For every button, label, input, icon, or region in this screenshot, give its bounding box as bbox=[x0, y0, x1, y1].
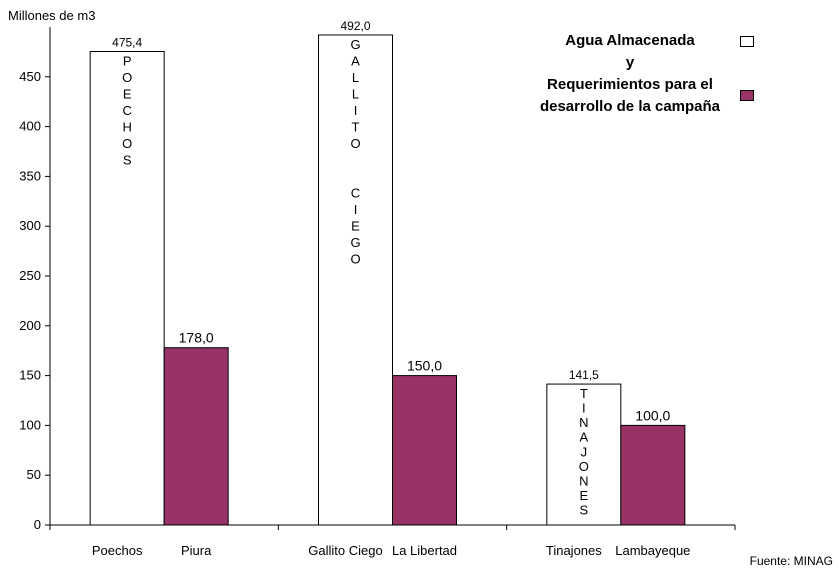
bar bbox=[89, 51, 165, 526]
legend-joiner: y bbox=[625, 54, 635, 71]
bar bbox=[163, 347, 229, 526]
x-tick-label: Lambayeque bbox=[615, 543, 690, 558]
y-tick-label: 0 bbox=[34, 517, 41, 532]
legend-entry: Requerimientos para el desarrollo de la … bbox=[539, 76, 721, 115]
y-axis-label: Millones de m3 bbox=[8, 8, 95, 23]
legend-swatch bbox=[740, 36, 754, 47]
value-label: 100,0 bbox=[635, 407, 670, 423]
bar bbox=[620, 424, 686, 526]
legend-swatch bbox=[740, 90, 754, 101]
y-tick-label: 150 bbox=[19, 368, 41, 383]
x-tick-label: Gallito Ciego bbox=[308, 543, 382, 558]
x-tick-label: Piura bbox=[181, 543, 212, 558]
bar bbox=[392, 375, 457, 526]
x-tick-label: Tinajones bbox=[546, 543, 602, 558]
value-label: 178,0 bbox=[179, 330, 214, 346]
y-tick-label: 100 bbox=[19, 417, 41, 432]
value-label: 475,4 bbox=[112, 36, 142, 50]
y-tick-label: 300 bbox=[19, 218, 41, 233]
x-tick-label: La Libertad bbox=[392, 543, 457, 558]
legend-entry: Agua Almacenada bbox=[565, 32, 695, 49]
x-tick-label: Poechos bbox=[92, 543, 143, 558]
y-tick-label: 50 bbox=[27, 467, 41, 482]
value-label: 150,0 bbox=[407, 358, 442, 374]
y-tick-label: 450 bbox=[19, 69, 41, 84]
source: Fuente: MINAG bbox=[750, 554, 833, 568]
y-tick-label: 400 bbox=[19, 119, 41, 134]
y-tick-label: 250 bbox=[19, 268, 41, 283]
y-tick-label: 350 bbox=[19, 168, 41, 183]
value-label: 492,0 bbox=[340, 19, 370, 33]
bar bbox=[318, 34, 393, 526]
value-label: 141,5 bbox=[569, 368, 599, 382]
y-tick-label: 200 bbox=[19, 318, 41, 333]
legend: Agua Almacenada y Requerimientos para el… bbox=[500, 30, 760, 118]
